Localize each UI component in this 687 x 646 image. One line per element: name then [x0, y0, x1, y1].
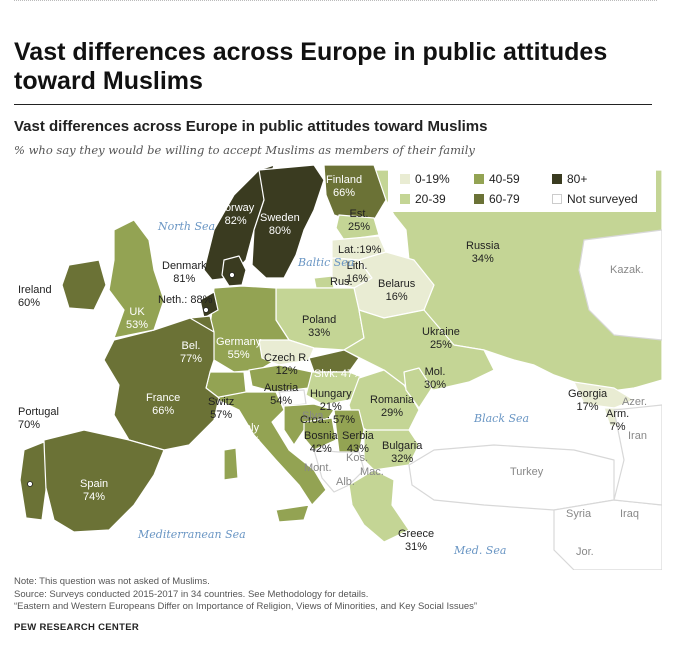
- label-austria: Austria 54%: [264, 382, 299, 407]
- label-russia: Russia 34%: [466, 240, 500, 265]
- legend-item-60-79: 60-79: [474, 192, 520, 206]
- region-spain: [43, 429, 165, 533]
- legend-item-40-59: 40-59: [474, 172, 520, 186]
- label-netherlands: Neth.: 88%: [158, 294, 213, 306]
- region-portugal: [19, 441, 47, 521]
- label-slovenia: Slva.: [302, 410, 327, 422]
- label-germany: Germany 55%: [216, 336, 262, 361]
- legend-swatch: [552, 194, 562, 204]
- label-armenia: Arm. 7%: [606, 408, 630, 433]
- label-france: France 66%: [146, 392, 181, 417]
- label-portugal: Portugal 70%: [18, 406, 59, 431]
- label-syria: Syria: [566, 508, 592, 520]
- label-switzerland: Switz 57%: [208, 396, 235, 421]
- capital-dot-copenhagen: [229, 272, 235, 278]
- region-uk: [108, 219, 165, 339]
- label-greece: Greece 31%: [398, 528, 435, 553]
- label-latvia: Lat.:19%: [338, 244, 382, 256]
- label-albania: Alb.: [336, 476, 355, 488]
- legend-swatch: [474, 194, 484, 204]
- label-north-sea: North Sea: [158, 220, 216, 233]
- label-mediterranean-sea: Mediterranean Sea: [138, 528, 246, 541]
- label-poland: Poland 33%: [302, 314, 337, 339]
- region-ireland: [61, 259, 107, 311]
- region-bosnia: [303, 417, 337, 451]
- report-title: “Eastern and Western Europeans Differ on…: [14, 601, 478, 612]
- region-czech: [258, 339, 315, 366]
- publisher-credit: PEW RESEARCH CENTER: [14, 622, 139, 633]
- label-moldova: Mol. 30%: [424, 366, 447, 391]
- label-montenegro: Mont.: [304, 462, 332, 474]
- label-black-sea: Black Sea: [474, 412, 530, 425]
- label-baltic-sea: Baltic Sea: [298, 256, 355, 269]
- label-belgium: Bel. 77%: [180, 340, 203, 365]
- region-moldova: [403, 367, 433, 409]
- label-hungary: Hungary 21%: [310, 388, 352, 413]
- label-italy: Italy 43%: [238, 422, 261, 447]
- label-romania: Romania 29%: [370, 394, 415, 419]
- legend-item-20-39: 20-39: [400, 192, 446, 206]
- region-italy: [213, 391, 327, 506]
- legend-item-not-surveyed: Not surveyed: [552, 192, 638, 206]
- region-western-balkans: [313, 449, 365, 493]
- label-med-sea: Med. Sea: [454, 544, 507, 557]
- label-kazakhstan: Kazak.: [610, 264, 644, 276]
- region-slovakia: [308, 349, 360, 373]
- label-estonia: Est. 25%: [348, 208, 371, 233]
- label-norway: Norway 82%: [217, 202, 255, 227]
- label-ukraine: Ukraine 25%: [422, 326, 460, 351]
- note-text: Note: This question was not asked of Mus…: [14, 576, 210, 587]
- legend-item-0-19: 0-19%: [400, 172, 450, 186]
- label-azerbaijan: Azer.: [622, 396, 648, 408]
- top-dotted-rule: [14, 0, 657, 5]
- label-croatia: Croa.: 57%: [300, 414, 356, 426]
- label-spain: Spain 74%: [80, 478, 109, 503]
- region-georgia: [573, 381, 635, 409]
- legend-swatch: [400, 174, 410, 184]
- page-title: Vast differences across Europe in public…: [14, 38, 608, 95]
- map-title: Vast differences across Europe in public…: [14, 118, 488, 135]
- legend-item-80-plus: 80+: [552, 172, 587, 186]
- capital-dot-lisbon: [27, 481, 33, 487]
- capital-dot-amsterdam: [203, 307, 209, 313]
- label-slovakia: Slvk: 47%: [314, 368, 363, 380]
- label-uk: UK 53%: [126, 306, 149, 331]
- label-bosnia: Bosnia 42%: [304, 430, 338, 455]
- label-denmark: Denmark 81%: [162, 260, 207, 285]
- europe-map: Ireland 60% UK 53% Portugal 70% Spain 74% Fr…: [14, 160, 662, 570]
- label-finland: Finland 66%: [326, 174, 363, 199]
- label-iran: Iran: [628, 430, 647, 442]
- region-sicily: [275, 504, 310, 523]
- label-ireland: Ireland 60%: [18, 284, 52, 309]
- region-sweden: [251, 164, 325, 279]
- label-georgia: Georgia 17%: [568, 388, 608, 413]
- label-jordan: Jor.: [576, 546, 594, 558]
- title-divider: [14, 104, 652, 105]
- label-czech: Czech R. 12%: [264, 352, 310, 377]
- label-turkey: Turkey: [510, 466, 544, 478]
- region-greece: [348, 469, 410, 543]
- label-kosovo: Kos.: [346, 452, 369, 464]
- legend-swatch: [400, 194, 410, 204]
- label-bulgaria: Bulgaria 32%: [382, 440, 423, 465]
- label-belarus: Belarus 16%: [378, 278, 416, 303]
- legend-swatch: [552, 174, 562, 184]
- label-lithuania: Lith. 16%: [346, 260, 369, 285]
- label-macedonia: Mac.: [360, 466, 384, 478]
- region-iran: [613, 404, 662, 506]
- region-sardinia: [223, 447, 239, 481]
- region-kazakhstan: [578, 229, 662, 341]
- label-sweden: Sweden 80%: [260, 212, 300, 237]
- label-serbia: Serbia 43%: [342, 430, 374, 455]
- footnotes: Note: This question was not asked of Mus…: [14, 576, 477, 614]
- label-kaliningrad: Rus.: [330, 276, 353, 288]
- map-legend: 0-19% 40-59 80+ 20-39 60-79 Not surveyed: [388, 166, 656, 212]
- region-france: [103, 317, 220, 451]
- region-denmark: [221, 255, 247, 287]
- map-subtitle: % who say they would be willing to accep…: [14, 143, 475, 157]
- source-text: Source: Surveys conducted 2015-2017 in 3…: [14, 588, 369, 600]
- label-iraq: Iraq: [620, 508, 639, 520]
- legend-swatch: [474, 174, 484, 184]
